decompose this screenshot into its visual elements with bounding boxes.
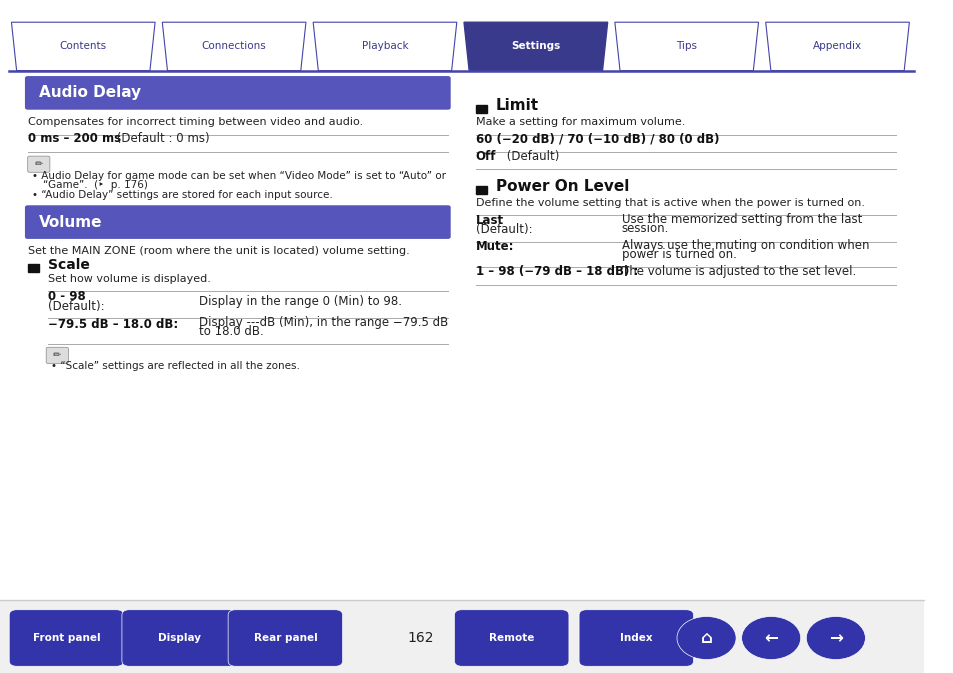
Text: Display ---dB (Min), in the range −79.5 dB: Display ---dB (Min), in the range −79.5 …	[198, 316, 447, 328]
Text: Contents: Contents	[60, 42, 107, 51]
Text: Set how volume is displayed.: Set how volume is displayed.	[48, 274, 211, 284]
Text: ✏: ✏	[34, 160, 43, 169]
Polygon shape	[615, 22, 758, 71]
Text: (Default):: (Default):	[476, 223, 532, 236]
Text: Power On Level: Power On Level	[496, 179, 629, 194]
Text: →: →	[828, 629, 841, 647]
Text: (Default): (Default)	[503, 149, 559, 162]
FancyBboxPatch shape	[25, 205, 450, 239]
FancyBboxPatch shape	[578, 610, 693, 666]
Text: • “Scale” settings are reflected in all the zones.: • “Scale” settings are reflected in all …	[51, 361, 299, 371]
Bar	[476, 105, 486, 113]
Text: Front panel: Front panel	[32, 633, 100, 643]
Text: Compensates for incorrect timing between video and audio.: Compensates for incorrect timing between…	[28, 116, 362, 127]
Text: Define the volume setting that is active when the power is turned on.: Define the volume setting that is active…	[476, 198, 863, 208]
FancyBboxPatch shape	[454, 610, 568, 666]
Polygon shape	[162, 22, 306, 71]
Text: Volume: Volume	[39, 215, 102, 229]
Text: Scale: Scale	[48, 258, 90, 272]
Polygon shape	[765, 22, 908, 71]
Text: Last: Last	[476, 214, 503, 227]
Polygon shape	[463, 22, 607, 71]
Text: ✏: ✏	[53, 351, 61, 360]
Text: Mute:: Mute:	[476, 240, 514, 253]
Text: Audio Delay: Audio Delay	[39, 85, 141, 100]
FancyBboxPatch shape	[25, 76, 450, 110]
FancyBboxPatch shape	[122, 610, 236, 666]
Text: session.: session.	[621, 221, 668, 234]
Text: Set the MAIN ZONE (room where the unit is located) volume setting.: Set the MAIN ZONE (room where the unit i…	[28, 246, 409, 256]
Text: Make a setting for maximum volume.: Make a setting for maximum volume.	[476, 117, 684, 127]
Text: Use the memorized setting from the last: Use the memorized setting from the last	[621, 213, 862, 225]
Text: Limit: Limit	[496, 98, 538, 113]
FancyBboxPatch shape	[46, 347, 69, 363]
Text: ←: ←	[763, 629, 778, 647]
Text: “Game”.  (‣  p. 176): “Game”. (‣ p. 176)	[44, 180, 148, 190]
Text: 0 - 98: 0 - 98	[48, 290, 86, 303]
Bar	[476, 186, 486, 194]
Circle shape	[677, 616, 736, 660]
Text: Always use the muting on condition when: Always use the muting on condition when	[621, 239, 868, 252]
Polygon shape	[11, 22, 155, 71]
Text: 162: 162	[407, 631, 433, 645]
Text: power is turned on.: power is turned on.	[621, 248, 736, 260]
FancyBboxPatch shape	[228, 610, 342, 666]
Text: Connections: Connections	[201, 42, 266, 51]
Bar	[0, 600, 923, 673]
Text: Settings: Settings	[511, 42, 559, 51]
Text: • Audio Delay for game mode can be set when “Video Mode” is set to “Auto” or: • Audio Delay for game mode can be set w…	[32, 171, 446, 181]
Text: to 18.0 dB.: to 18.0 dB.	[198, 325, 263, 338]
Text: Display: Display	[157, 633, 200, 643]
Text: Appendix: Appendix	[812, 42, 862, 51]
Text: Rear panel: Rear panel	[253, 633, 317, 643]
FancyBboxPatch shape	[10, 610, 124, 666]
Text: Playback: Playback	[361, 42, 408, 51]
Text: −79.5 dB – 18.0 dB:: −79.5 dB – 18.0 dB:	[48, 318, 178, 331]
FancyBboxPatch shape	[28, 156, 50, 172]
Text: The volume is adjusted to the set level.: The volume is adjusted to the set level.	[621, 265, 855, 278]
Text: Off: Off	[476, 149, 496, 162]
Text: Remote: Remote	[489, 633, 534, 643]
Text: (Default):: (Default):	[48, 299, 105, 312]
Text: Display in the range 0 (Min) to 98.: Display in the range 0 (Min) to 98.	[198, 295, 401, 308]
Text: • “Audio Delay” settings are stored for each input source.: • “Audio Delay” settings are stored for …	[32, 190, 333, 200]
Bar	[28, 264, 39, 272]
Text: ⌂: ⌂	[700, 629, 712, 647]
Text: Tips: Tips	[676, 42, 697, 51]
Circle shape	[805, 616, 864, 660]
Text: Index: Index	[619, 633, 652, 643]
Text: 1 – 98 (−79 dB – 18 dB) :: 1 – 98 (−79 dB – 18 dB) :	[476, 265, 638, 278]
Text: 60 (−20 dB) / 70 (−10 dB) / 80 (0 dB): 60 (−20 dB) / 70 (−10 dB) / 80 (0 dB)	[476, 133, 719, 145]
Circle shape	[740, 616, 800, 660]
Polygon shape	[313, 22, 456, 71]
Text: 0 ms – 200 ms: 0 ms – 200 ms	[28, 132, 121, 145]
Text: (Default : 0 ms): (Default : 0 ms)	[112, 132, 209, 145]
